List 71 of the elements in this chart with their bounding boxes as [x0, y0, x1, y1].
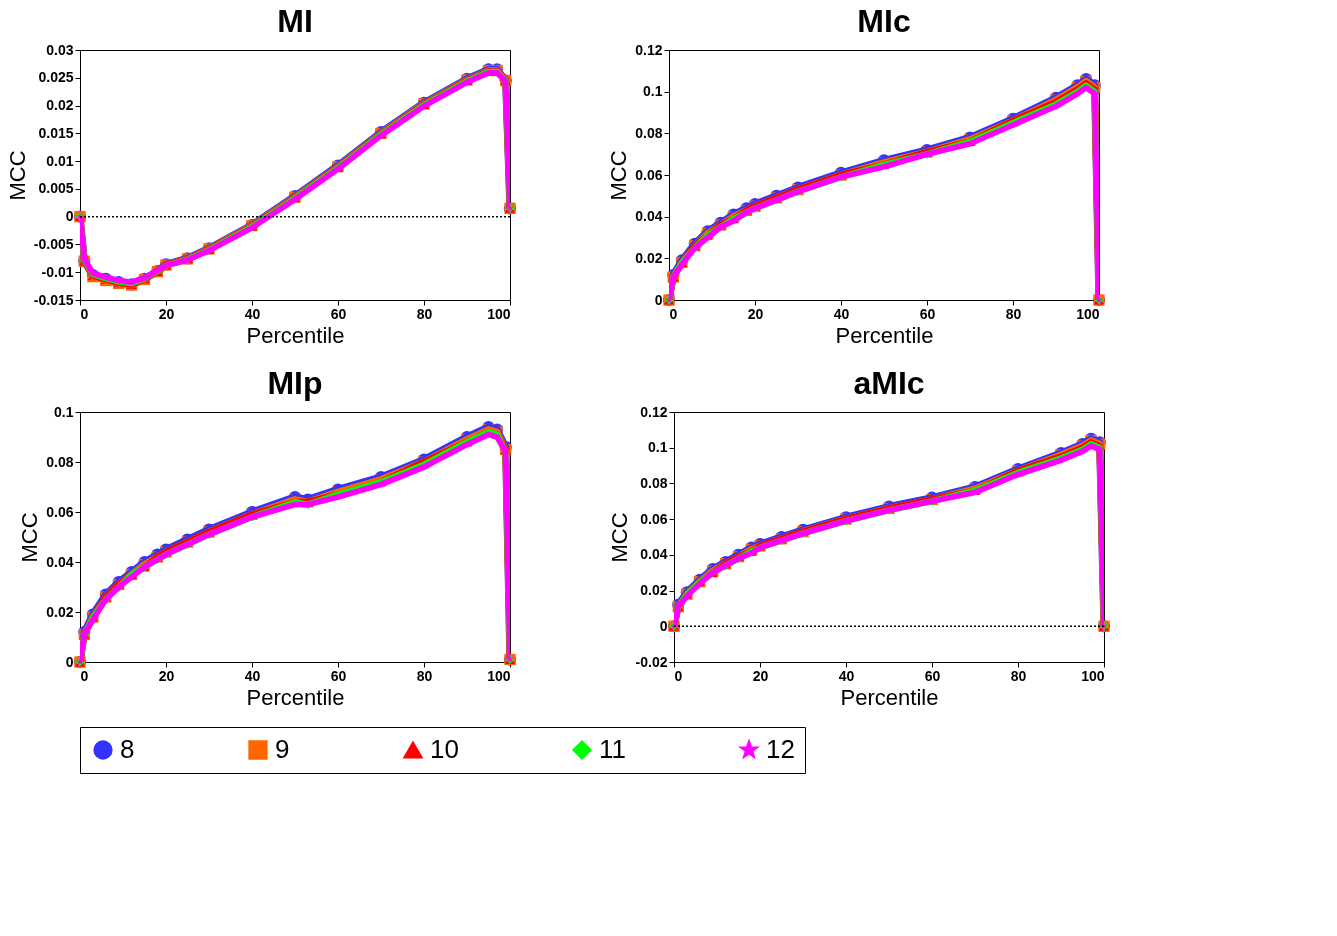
x-tick-label: 0	[674, 667, 683, 684]
y-tick-label: 0.025	[38, 69, 74, 86]
y-tick-label: 0.06	[640, 510, 668, 527]
y-tick-label: 0.1	[54, 403, 74, 420]
y-tick-label: 0.01	[46, 152, 74, 169]
y-tick-label: -0.005	[33, 235, 74, 252]
x-tick-label: 20	[158, 667, 175, 684]
x-tick-label: 40	[833, 305, 850, 322]
y-axis-title: MCC	[606, 512, 632, 563]
x-tick-label: 0	[80, 305, 89, 322]
x-axis-title: Percentile	[835, 322, 934, 348]
x-tick-label: 100	[487, 305, 511, 322]
x-tick-label: 80	[1010, 667, 1027, 684]
y-tick-label: 0.06	[46, 503, 74, 520]
y-tick-label: 0	[659, 617, 668, 634]
legend-label: 11	[599, 734, 626, 764]
legend-label: 10	[430, 734, 459, 764]
x-axis-title: Percentile	[246, 322, 345, 348]
y-tick-label: 0.08	[46, 453, 74, 470]
legend-label: 8	[120, 734, 135, 764]
x-axis-title: Percentile	[246, 684, 345, 710]
x-tick-label: 80	[416, 305, 433, 322]
y-tick-label: 0.04	[46, 553, 74, 570]
y-tick-label: 0.12	[635, 41, 663, 58]
y-tick-label: 0.08	[640, 474, 668, 491]
y-tick-label: 0.08	[635, 124, 663, 141]
legend-label: 12	[766, 734, 795, 764]
x-tick-label: 20	[158, 305, 175, 322]
x-tick-label: 40	[838, 667, 855, 684]
chart-title: aMIc	[853, 365, 925, 401]
chart-title: MIp	[267, 365, 323, 401]
y-tick-label: 0.02	[46, 603, 74, 620]
x-tick-label: 100	[1076, 305, 1100, 322]
x-tick-label: 60	[919, 305, 936, 322]
y-axis-title: MCC	[4, 150, 30, 201]
x-tick-label: 80	[1005, 305, 1022, 322]
y-tick-label: 0.005	[38, 180, 74, 197]
y-tick-label: -0.01	[41, 263, 74, 280]
y-tick-label: 0.04	[640, 546, 668, 563]
y-tick-label: 0	[65, 208, 74, 225]
y-tick-label: -0.015	[33, 291, 74, 308]
y-tick-label: 0	[654, 291, 663, 308]
y-tick-label: 0.02	[46, 97, 74, 114]
x-axis-title: Percentile	[840, 684, 939, 710]
x-tick-label: 60	[924, 667, 941, 684]
legend-label: 9	[275, 734, 290, 764]
y-tick-label: -0.02	[635, 653, 668, 670]
x-tick-label: 60	[330, 305, 347, 322]
x-tick-label: 20	[747, 305, 764, 322]
y-tick-label: 0.02	[635, 249, 663, 266]
x-tick-label: 100	[1081, 667, 1105, 684]
y-axis-title: MCC	[17, 512, 43, 563]
y-tick-label: 0.02	[640, 582, 668, 599]
y-axis-title: MCC	[606, 150, 632, 201]
x-tick-label: 40	[244, 667, 261, 684]
y-tick-label: 0.03	[46, 41, 74, 58]
chart-title: MI	[277, 3, 313, 39]
y-tick-label: 0.015	[38, 124, 74, 141]
x-tick-label: 40	[244, 305, 261, 322]
x-tick-label: 60	[330, 667, 347, 684]
x-tick-label: 100	[487, 667, 511, 684]
x-tick-label: 0	[80, 667, 89, 684]
y-tick-label: 0.04	[635, 208, 663, 225]
y-tick-label: 0.1	[643, 83, 663, 100]
y-tick-label: 0.1	[648, 439, 668, 456]
chart-title: MIc	[857, 3, 911, 39]
x-tick-label: 20	[752, 667, 769, 684]
y-tick-label: 0	[65, 653, 74, 670]
x-tick-label: 80	[416, 667, 433, 684]
y-tick-label: 0.12	[640, 403, 668, 420]
y-tick-label: 0.06	[635, 166, 663, 183]
